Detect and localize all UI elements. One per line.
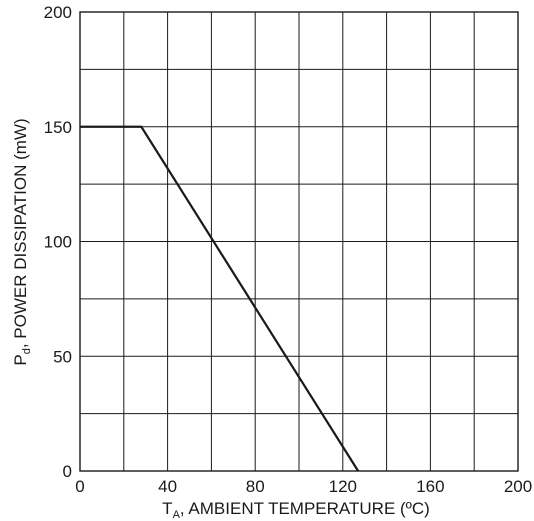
plot-frame — [79, 11, 519, 472]
series-layer — [80, 125, 360, 472]
grid — [80, 12, 518, 471]
x-tick-label: 0 — [75, 477, 84, 496]
x-axis-label: TA, AMBIENT TEMPERATURE (ºC) — [162, 499, 430, 521]
y-axis-label-subscript: d — [21, 348, 33, 354]
x-tick-labels: 0 40 80 120 160 200 — [75, 477, 532, 496]
y-axis-label-main: P — [11, 354, 30, 365]
x-axis-label-main: T — [162, 499, 172, 518]
y-tick-label: 150 — [44, 118, 72, 137]
x-axis-label-subscript: A — [173, 509, 181, 521]
y-tick-label: 50 — [53, 347, 72, 366]
x-tick-label: 200 — [504, 477, 532, 496]
y-tick-label: 200 — [44, 3, 72, 22]
x-tick-label: 160 — [416, 477, 444, 496]
y-tick-labels: 0 50 100 150 200 — [44, 3, 72, 481]
y-tick-label: 100 — [44, 233, 72, 252]
x-tick-label: 40 — [158, 477, 177, 496]
series-line — [80, 125, 360, 472]
y-axis-label-rest: , POWER DISSIPATION (mW) — [11, 118, 30, 348]
x-tick-label: 120 — [329, 477, 357, 496]
x-axis-label-rest: , AMBIENT TEMPERATURE (ºC) — [180, 499, 430, 518]
x-tick-label: 80 — [246, 477, 265, 496]
y-tick-label: 0 — [63, 462, 72, 481]
y-axis-label: Pd, POWER DISSIPATION (mW) — [11, 118, 33, 365]
